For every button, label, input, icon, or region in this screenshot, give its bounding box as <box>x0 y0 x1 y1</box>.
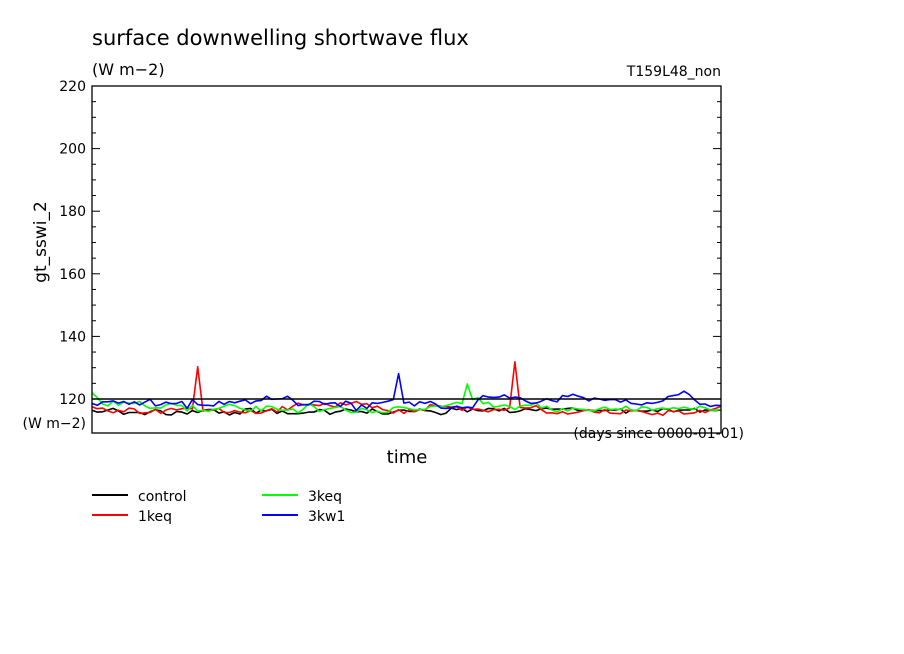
y-tick-label: 160 <box>59 267 86 283</box>
legend-label-control: control <box>138 489 187 505</box>
legend-entry-3keq: 3keq <box>262 489 342 505</box>
x-axis-label: time <box>387 447 428 468</box>
y-axis-label: gt_sswi_2 <box>31 201 51 283</box>
legend-entry-control: control <box>92 489 187 505</box>
series-line-3keq <box>92 383 721 414</box>
legend-entry-3kw1: 3kw1 <box>262 509 345 525</box>
plot-area: 120 140 160 180 200 220 <box>59 79 722 434</box>
y-tick-label: 140 <box>59 329 86 345</box>
y-tick-label: 180 <box>59 204 86 220</box>
series-line-3kw1 <box>92 372 721 412</box>
legend-label-3keq: 3keq <box>308 489 342 505</box>
legend-label-3kw1: 3kw1 <box>308 509 345 525</box>
chart-title: surface downwelling shortwave flux <box>92 26 469 50</box>
x-axis-units: (days since 0000-01-01) <box>573 426 744 442</box>
plot-frame <box>91 85 722 434</box>
series-group <box>92 360 721 417</box>
series-line-1keq <box>92 360 721 417</box>
legend: control 1keq 3keq 3kw1 <box>92 489 345 525</box>
chart-units: (W m−2) <box>92 60 165 79</box>
y-tick-label: 220 <box>59 79 86 95</box>
legend-label-1keq: 1keq <box>138 509 172 525</box>
y-units-left: (W m−2) <box>23 416 87 432</box>
y-ticks: 120 140 160 180 200 220 <box>59 79 721 408</box>
y-tick-label: 120 <box>59 392 86 408</box>
run-label: T159L48_non <box>626 64 721 80</box>
legend-entry-1keq: 1keq <box>92 509 172 525</box>
y-tick-label: 200 <box>59 142 86 158</box>
